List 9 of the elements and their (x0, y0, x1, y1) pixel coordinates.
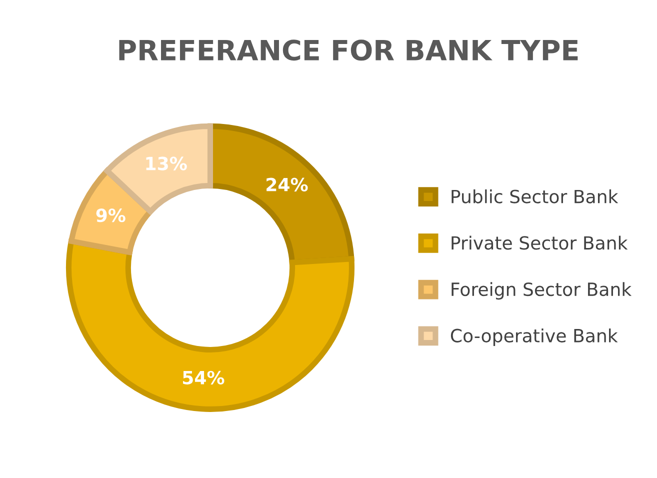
data-label: 13% (146, 156, 187, 170)
legend-label: Private Sector Bank (452, 236, 628, 250)
legend-label: Co-operative Bank (450, 328, 618, 346)
legend-label: Public Sector Bank (452, 189, 618, 204)
data-label: 9% (96, 208, 126, 222)
data-label: 24% (266, 178, 308, 192)
chart-title: PREFERANCE FOR BANK TYPE (119, 40, 578, 61)
data-label: 54% (183, 370, 224, 384)
legend-label: Foreign Sector Bank (452, 282, 632, 300)
